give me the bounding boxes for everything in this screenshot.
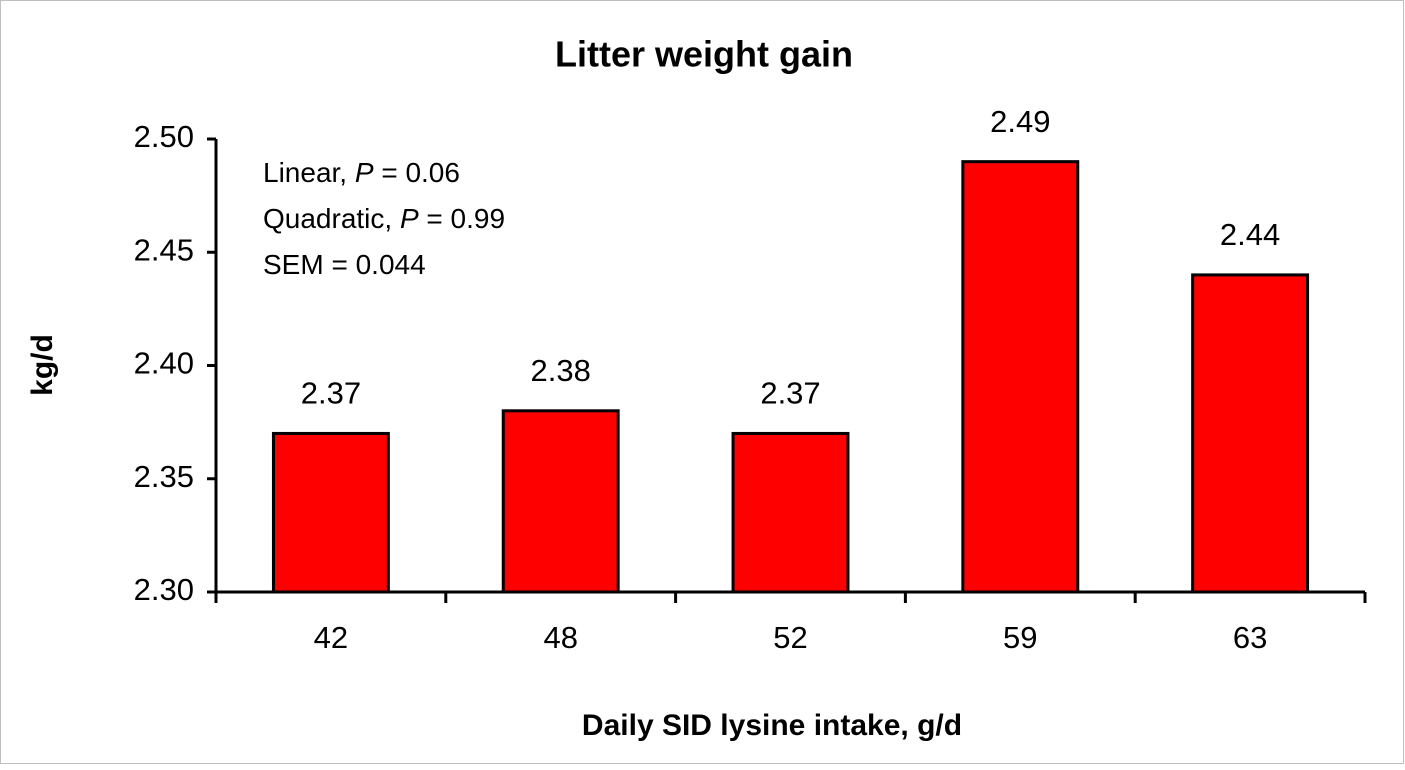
y-tick-label: 2.50 [134, 119, 194, 154]
x-tick-label: 42 [314, 620, 348, 655]
annotation-part: SEM = 0.044 [263, 249, 426, 280]
x-tick-label: 48 [543, 620, 577, 655]
annotation-part: Quadratic, [263, 203, 400, 234]
bar [271, 431, 390, 594]
annotation-part: = 0.06 [374, 157, 460, 188]
y-tick-label: 2.30 [134, 572, 194, 607]
data-label: 2.44 [1220, 217, 1280, 252]
x-tick-label: 59 [1003, 620, 1037, 655]
annotation-part: P [400, 203, 419, 234]
annotation-part: Linear, [263, 157, 355, 188]
annotation: Linear, P = 0.06 [263, 157, 460, 188]
x-tick-label: 52 [773, 620, 807, 655]
x-axis-label: Daily SID lysine intake, g/d [582, 709, 962, 742]
bar [731, 431, 850, 594]
annotation-part: = 0.99 [419, 203, 505, 234]
annotation: Quadratic, P = 0.99 [263, 203, 505, 234]
y-tick-label: 2.40 [134, 346, 194, 381]
bar [961, 160, 1080, 594]
x-tick-label: 63 [1233, 620, 1267, 655]
data-label: 2.37 [301, 376, 361, 411]
chart-title: Litter weight gain [555, 34, 853, 75]
data-label: 2.38 [531, 353, 591, 388]
y-axis-label: kg/d [26, 334, 59, 396]
y-tick-label: 2.35 [134, 459, 194, 494]
data-label: 2.37 [760, 376, 820, 411]
bar [1191, 273, 1310, 594]
data-label: 2.49 [990, 104, 1050, 139]
y-tick-label: 2.45 [134, 232, 194, 267]
annotation-part: P [355, 157, 374, 188]
annotation: SEM = 0.044 [263, 249, 426, 280]
bar [501, 409, 620, 594]
